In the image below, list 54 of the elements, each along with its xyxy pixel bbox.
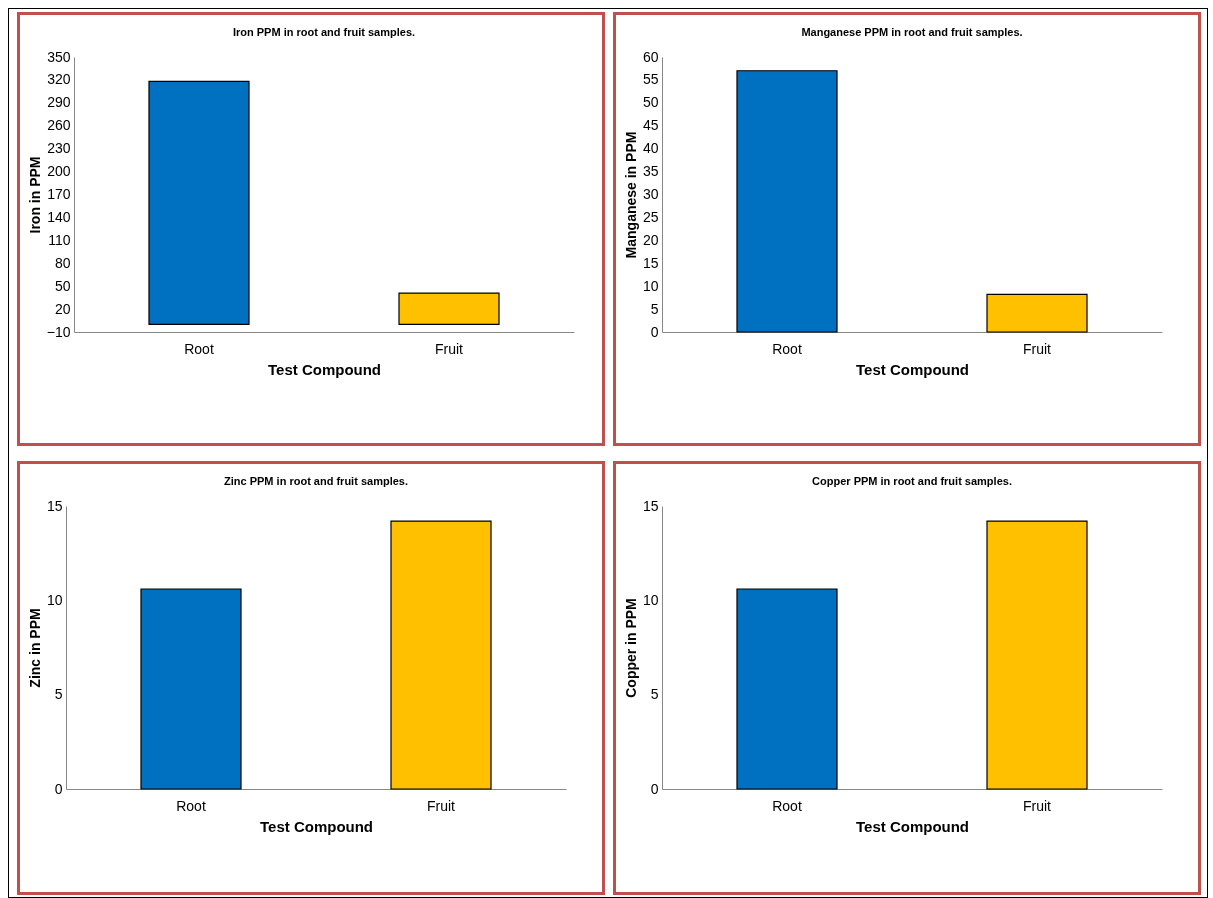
x-axis-title: Test Compound [259, 817, 374, 835]
y-tick-label: 350 [47, 48, 71, 65]
y-tick-label: 20 [54, 300, 71, 317]
y-tick-label: 170 [47, 186, 71, 202]
y-tick-label: 55 [642, 71, 659, 88]
y-tick-label: 5 [650, 686, 659, 703]
y-axis-title: Zinc in PPM [26, 608, 43, 688]
y-tick-label: 50 [642, 94, 659, 111]
x-tick-label: Fruit [427, 797, 456, 814]
y-tick-label: 60 [642, 48, 659, 65]
x-tick-label: Fruit [1023, 340, 1052, 357]
y-tick-label: 15 [46, 497, 63, 514]
chart-title: Copper PPM in root and fruit samples. [812, 475, 1012, 487]
y-tick-label: 10 [46, 591, 63, 608]
y-tick-label: 25 [642, 208, 659, 225]
y-tick-label: 290 [47, 94, 71, 111]
x-tick-label: Root [176, 797, 206, 814]
y-tick-label: 30 [642, 186, 659, 202]
y-tick-label: 0 [650, 780, 659, 797]
y-tick-label: 20 [642, 231, 659, 248]
x-tick-label: Fruit [435, 340, 464, 357]
y-tick-label: 15 [642, 254, 659, 271]
y-tick-label: 260 [47, 117, 71, 134]
x-axis-title: Test Compound [855, 817, 970, 835]
y-tick-label: 230 [47, 140, 71, 157]
x-axis-title: Test Compound [267, 360, 382, 378]
y-tick-label: 200 [47, 163, 71, 180]
y-tick-label: 35 [642, 163, 659, 180]
y-tick-label: 45 [642, 117, 659, 134]
y-tick-label: 40 [642, 140, 659, 157]
y-tick-label: 0 [650, 323, 659, 340]
y-axis-title: Iron in PPM [26, 156, 43, 234]
y-tick-label: 5 [54, 686, 63, 703]
x-tick-label: Root [184, 340, 214, 357]
y-tick-label: 80 [54, 254, 71, 271]
y-tick-label: 15 [642, 497, 659, 514]
x-axis-title: Test Compound [855, 360, 970, 378]
y-tick-label: −10 [46, 323, 71, 340]
y-tick-label: 10 [642, 277, 659, 294]
y-tick-label: 10 [642, 591, 659, 608]
y-tick-label: 5 [650, 300, 659, 317]
x-tick-label: Fruit [1023, 797, 1052, 814]
y-tick-label: 0 [54, 780, 63, 797]
y-axis-title: Copper in PPM [622, 598, 639, 698]
y-tick-label: 110 [48, 231, 71, 248]
y-axis-title: Manganese in PPM [622, 131, 639, 259]
chart-title: Manganese PPM in root and fruit samples. [801, 26, 1023, 38]
x-tick-label: Root [772, 797, 802, 814]
chart-title: Zinc PPM in root and fruit samples. [224, 475, 408, 487]
y-tick-label: 140 [47, 208, 71, 225]
y-tick-label: 50 [54, 277, 71, 294]
y-tick-label: 320 [47, 71, 71, 88]
x-tick-label: Root [772, 340, 802, 357]
chart-title: Iron PPM in root and fruit samples. [232, 26, 416, 38]
